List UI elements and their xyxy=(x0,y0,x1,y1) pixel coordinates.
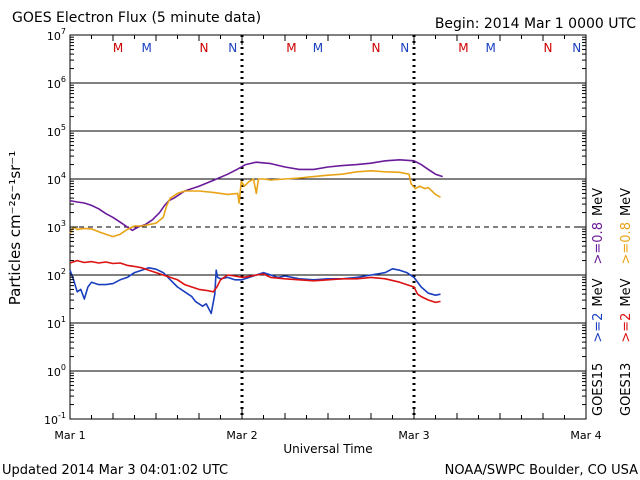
data-series xyxy=(69,159,443,315)
mn-marker-11: N xyxy=(572,41,581,55)
y-tick-label-1: 106 xyxy=(47,75,66,91)
series-line-0 xyxy=(69,159,443,232)
legend-goes13-low-unit: MeV xyxy=(619,278,634,306)
mn-marker-10: N xyxy=(544,41,553,55)
day-boundary-markers xyxy=(240,35,416,419)
legend-goes15-high: >=0.8 xyxy=(591,222,606,264)
legend-goes13-low: >=2 xyxy=(619,313,634,343)
gridlines xyxy=(70,82,586,372)
x-tick-label-1: Mar 2 xyxy=(226,429,257,442)
legend-goes13-sat: GOES13 xyxy=(619,363,634,416)
credit-label: NOAA/SWPC Boulder, CO USA xyxy=(445,463,638,478)
mn-marker-7: N xyxy=(400,41,409,55)
x-tick-label-3: Mar 4 xyxy=(570,429,601,442)
mn-marker-0: M xyxy=(113,41,123,55)
y-axis-ticks: 107 106 105 104 103 102 101 100 10-1 xyxy=(44,27,586,427)
legend-goes13-high: >=0.8 xyxy=(619,222,634,264)
plot-frame xyxy=(69,34,587,420)
mn-marker-5: M xyxy=(313,41,323,55)
y-tick-label-6: 101 xyxy=(47,315,66,331)
y-tick-label-8: 10-1 xyxy=(44,411,66,427)
legend-goes13: GOES13 >=2 MeV >=0.8 MeV xyxy=(619,188,634,416)
y-tick-label-5: 102 xyxy=(47,267,66,283)
legend-goes15: GOES15 >=2 MeV >=0.8 MeV xyxy=(591,188,606,416)
x-tick-label-2: Mar 3 xyxy=(398,429,429,442)
legend-goes13-high-unit: MeV xyxy=(619,188,634,216)
y-tick-label-4: 103 xyxy=(47,219,66,235)
mn-marker-6: N xyxy=(372,41,381,55)
x-axis-ticks: Mar 1 Mar 2 Mar 3 Mar 4 xyxy=(54,35,602,442)
legend-goes15-low-unit: MeV xyxy=(591,278,606,306)
y-tick-label-2: 105 xyxy=(47,123,66,139)
series-line-2 xyxy=(69,267,441,315)
y-tick-label-3: 104 xyxy=(47,171,66,187)
series-line-3 xyxy=(69,259,441,304)
updated-timestamp: Updated 2014 Mar 3 04:01:02 UTC xyxy=(2,463,228,478)
legend-goes15-sat: GOES15 xyxy=(591,363,606,416)
y-axis-label: Particles cm⁻²s⁻¹sr⁻¹ xyxy=(6,151,24,305)
x-axis-label: Universal Time xyxy=(283,442,372,456)
x-tick-label-0: Mar 1 xyxy=(54,429,85,442)
legend: GOES15 >=2 MeV >=0.8 MeV GOES13 >=2 MeV >=0.8 Me… xyxy=(591,188,634,416)
mn-marker-2: N xyxy=(200,41,209,55)
mn-marker-4: M xyxy=(286,41,296,55)
mn-marker-3: N xyxy=(228,41,237,55)
mn-marker-9: M xyxy=(486,41,496,55)
y-tick-label-7: 100 xyxy=(47,363,66,379)
y-tick-label-0: 107 xyxy=(47,27,66,43)
chart-title: GOES Electron Flux (5 minute data) xyxy=(12,10,261,26)
mn-marker-1: M xyxy=(142,41,152,55)
legend-goes15-low: >=2 xyxy=(591,313,606,343)
begin-date-label: Begin: 2014 Mar 1 0000 UTC xyxy=(435,16,636,32)
mn-marker-8: M xyxy=(458,41,468,55)
series-line-1 xyxy=(69,170,441,238)
legend-goes15-high-unit: MeV xyxy=(591,188,606,216)
